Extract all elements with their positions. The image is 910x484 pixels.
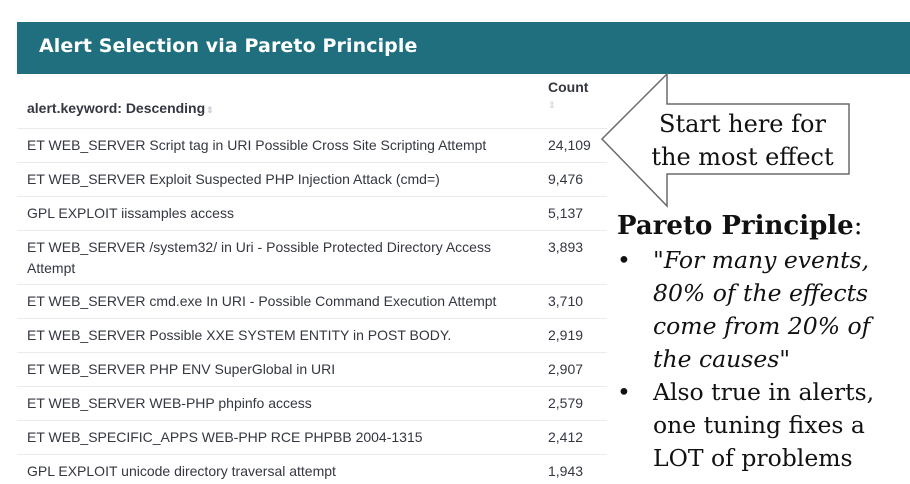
alert-count-cell: 3,893 xyxy=(548,239,584,255)
alert-count-cell: 3,710 xyxy=(548,293,584,309)
alert-name-cell: ET WEB_SERVER WEB-PHP phpinfo access xyxy=(27,395,312,411)
alert-count-cell: 2,412 xyxy=(548,429,584,445)
alert-name-cell: GPL EXPLOIT unicode directory traversal … xyxy=(27,463,336,479)
title-banner: Alert Selection via Pareto Principle xyxy=(17,22,910,74)
alert-name-cell: ET WEB_SERVER cmd.exe In URI - Possible … xyxy=(27,293,497,309)
alert-count-cell: 5,137 xyxy=(548,205,584,221)
alert-count-cell: 24,109 xyxy=(548,137,591,153)
alert-count-cell: 1,943 xyxy=(548,463,584,479)
alert-table: ET WEB_SERVER Script tag in URI Possible… xyxy=(17,128,607,484)
arrow-callout-shape xyxy=(600,73,850,208)
bullet-point-quote: • "For many events, 80% of the effects c… xyxy=(617,246,871,373)
table-row[interactable]: ET WEB_SPECIFIC_APPS WEB-PHP RCE PHPBB 2… xyxy=(17,420,607,454)
table-row[interactable]: ET WEB_SERVER cmd.exe In URI - Possible … xyxy=(17,284,607,318)
alert-count-cell: 2,579 xyxy=(548,395,584,411)
alert-name-cell: ET WEB_SPECIFIC_APPS WEB-PHP RCE PHPBB 2… xyxy=(27,429,423,445)
alert-name-cell: ET WEB_SERVER Possible XXE SYSTEM ENTITY… xyxy=(27,327,452,343)
table-row[interactable]: ET WEB_SERVER Script tag in URI Possible… xyxy=(17,128,607,162)
pareto-heading: Pareto Principle: xyxy=(617,211,863,241)
alert-name-cell: ET WEB_SERVER Script tag in URI Possible… xyxy=(27,137,487,153)
alert-name-cell: ET WEB_SERVER PHP ENV SuperGlobal in URI xyxy=(27,361,336,377)
bullet-point-alerts: • Also true in alerts, one tuning fixes … xyxy=(617,378,875,472)
table-header: alert.keyword: Descending⇕ Count ⇕ xyxy=(17,74,607,128)
bullet-icon: • xyxy=(617,378,631,406)
alert-count-cell: 9,476 xyxy=(548,171,584,187)
table-row[interactable]: ET WEB_SERVER Exploit Suspected PHP Inje… xyxy=(17,162,607,196)
table-row[interactable]: ET WEB_SERVER WEB-PHP phpinfo access 2,57… xyxy=(17,386,607,420)
table-row[interactable]: ET WEB_SERVER /system32/ in Uri - Possib… xyxy=(17,230,607,284)
bullet-icon: • xyxy=(617,246,631,274)
column-header-count[interactable]: Count xyxy=(548,79,589,95)
alert-name-cell: ET WEB_SERVER Exploit Suspected PHP Inje… xyxy=(27,171,440,187)
alert-count-cell: 2,919 xyxy=(548,327,584,343)
table-row[interactable]: GPL EXPLOIT iissamples access 5,137 xyxy=(17,196,607,230)
sort-icon[interactable]: ⇕ xyxy=(206,105,214,115)
table-row[interactable]: GPL EXPLOIT unicode directory traversal … xyxy=(17,454,607,484)
sort-icon[interactable]: ⇕ xyxy=(548,101,556,111)
alert-count-cell: 2,907 xyxy=(548,361,584,377)
pareto-note: Pareto Principle: • "For many events, 80… xyxy=(617,208,910,475)
column-header-alert[interactable]: alert.keyword: Descending⇕ xyxy=(27,100,214,116)
table-row[interactable]: ET WEB_SERVER Possible XXE SYSTEM ENTITY… xyxy=(17,318,607,352)
alert-name-cell: GPL EXPLOIT iissamples access xyxy=(27,205,234,221)
slide-title: Alert Selection via Pareto Principle xyxy=(39,35,418,57)
table-row[interactable]: ET WEB_SERVER PHP ENV SuperGlobal in URI… xyxy=(17,352,607,386)
arrow-callout-text: Start here for the most effect xyxy=(651,110,834,171)
alert-name-cell: ET WEB_SERVER /system32/ in Uri - Possib… xyxy=(27,239,491,276)
